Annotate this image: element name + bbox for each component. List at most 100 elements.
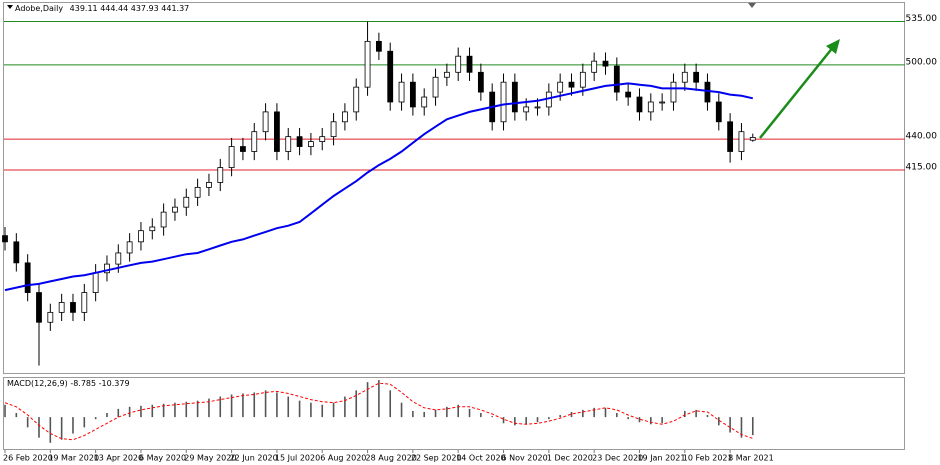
candle-body — [670, 81, 677, 103]
candle-body — [24, 262, 31, 293]
candle-body — [647, 101, 654, 113]
header-high: 444.44 — [100, 4, 128, 13]
x-tick-label: 19 Mar 2020 — [48, 454, 99, 463]
candle-body — [13, 241, 20, 264]
macd-label: MACD(12,26,9) — [7, 379, 68, 388]
candle-body — [500, 81, 507, 123]
candle-body — [364, 40, 371, 88]
candle-body — [206, 182, 212, 188]
candle-body — [36, 292, 42, 323]
candle-body — [217, 167, 224, 183]
header-close: 441.37 — [161, 4, 189, 13]
candle-body — [443, 71, 450, 78]
x-tick-label: 15 Jul 2020 — [275, 454, 320, 463]
x-tick-label: 6 May 2020 — [139, 454, 186, 463]
level-label: 500.00 — [906, 57, 938, 67]
moving-average — [4, 82, 754, 292]
candle-body — [262, 111, 269, 133]
candle-body — [58, 302, 65, 313]
candle-body — [160, 211, 167, 228]
candle-body — [375, 40, 382, 52]
candle-body — [308, 141, 314, 147]
x-tick-label: 6 Nov 2020 — [502, 454, 548, 463]
candle-body — [330, 121, 337, 138]
arrow-head — [826, 39, 840, 54]
candle-body — [579, 71, 586, 88]
candle-body — [296, 136, 303, 147]
x-tick-label: 19 Jan 2021 — [637, 454, 685, 463]
x-tick-label: 6 Aug 2020 — [320, 454, 366, 463]
candle-body — [613, 65, 620, 93]
candle-body — [659, 101, 666, 104]
candle-body — [738, 131, 745, 152]
candle-body — [455, 55, 462, 73]
candle-body — [92, 272, 99, 293]
main-frame — [3, 2, 905, 374]
candle-body — [341, 111, 348, 123]
candle-body — [274, 111, 280, 152]
x-tick-label: 26 Feb 2020 — [3, 454, 53, 463]
x-tick-label: 14 Oct 2020 — [456, 454, 505, 463]
x-tick-label: 23 Dec 2020 — [592, 454, 643, 463]
candle-body — [534, 106, 541, 109]
level-label: 535.00 — [906, 14, 938, 24]
candle-body — [228, 146, 235, 168]
macd-frame — [3, 377, 905, 450]
candle-body — [591, 60, 598, 73]
signal-value: -10.379 — [99, 379, 130, 388]
x-tick-label: 29 May 2020 — [184, 454, 236, 463]
chart-header: Adobe,Daily 439.11 444.44 437.93 441.37 — [15, 4, 189, 13]
candle-body — [715, 101, 722, 123]
candle-body — [47, 311, 54, 323]
macd-signal — [4, 382, 753, 441]
candle-body — [681, 71, 688, 83]
candle-body — [636, 96, 643, 113]
x-tick-label: 1 Dec 2020 — [547, 454, 593, 463]
candle-body — [2, 235, 8, 243]
candle-body — [693, 71, 700, 83]
macd-header: MACD(12,26,9) -8.785 -10.379 — [7, 379, 130, 388]
arrow-shaft — [759, 45, 835, 139]
candle-body — [115, 252, 122, 265]
candle-body — [240, 146, 246, 152]
header-open: 439.11 — [70, 4, 98, 13]
candle-body — [409, 81, 416, 108]
header-low: 437.93 — [131, 4, 159, 13]
annotation-arrow — [759, 39, 840, 139]
candle-body — [353, 86, 360, 113]
level-label: 440.00 — [906, 132, 938, 142]
candle-body — [172, 206, 178, 213]
menu-icon — [7, 5, 13, 9]
candle-body — [138, 230, 144, 243]
x-tick-label: 8 Mar 2021 — [728, 454, 774, 463]
candle-body — [704, 81, 711, 103]
x-tick-label: 22 Sep 2020 — [411, 454, 462, 463]
candle-body — [568, 81, 575, 88]
x-tick-label: 22 Jun 2020 — [230, 454, 278, 463]
candle-body — [81, 292, 88, 313]
candle-body — [625, 91, 632, 98]
candle-body — [126, 241, 133, 254]
candle-body — [183, 196, 190, 208]
candle-body — [319, 136, 326, 142]
candle-body — [398, 81, 405, 103]
candle-body — [387, 50, 394, 103]
level-label: 415.00 — [906, 163, 938, 173]
x-tick-label: 10 Feb 2021 — [683, 454, 733, 463]
candle-body — [557, 81, 564, 93]
candle-body — [104, 263, 110, 274]
shift-marker — [748, 3, 756, 8]
candle-body — [511, 81, 518, 113]
macd-value: -8.785 — [70, 379, 96, 388]
candle-body — [727, 121, 734, 152]
candle-body — [432, 76, 439, 98]
candle-body — [602, 60, 609, 67]
candle-body — [749, 137, 756, 141]
x-tick-label: 28 Aug 2020 — [366, 454, 417, 463]
x-tick-label: 13 Apr 2020 — [94, 454, 143, 463]
candle-body — [421, 96, 428, 108]
candle-body — [285, 136, 292, 152]
candle-body — [194, 186, 201, 198]
candle-body — [149, 226, 156, 232]
